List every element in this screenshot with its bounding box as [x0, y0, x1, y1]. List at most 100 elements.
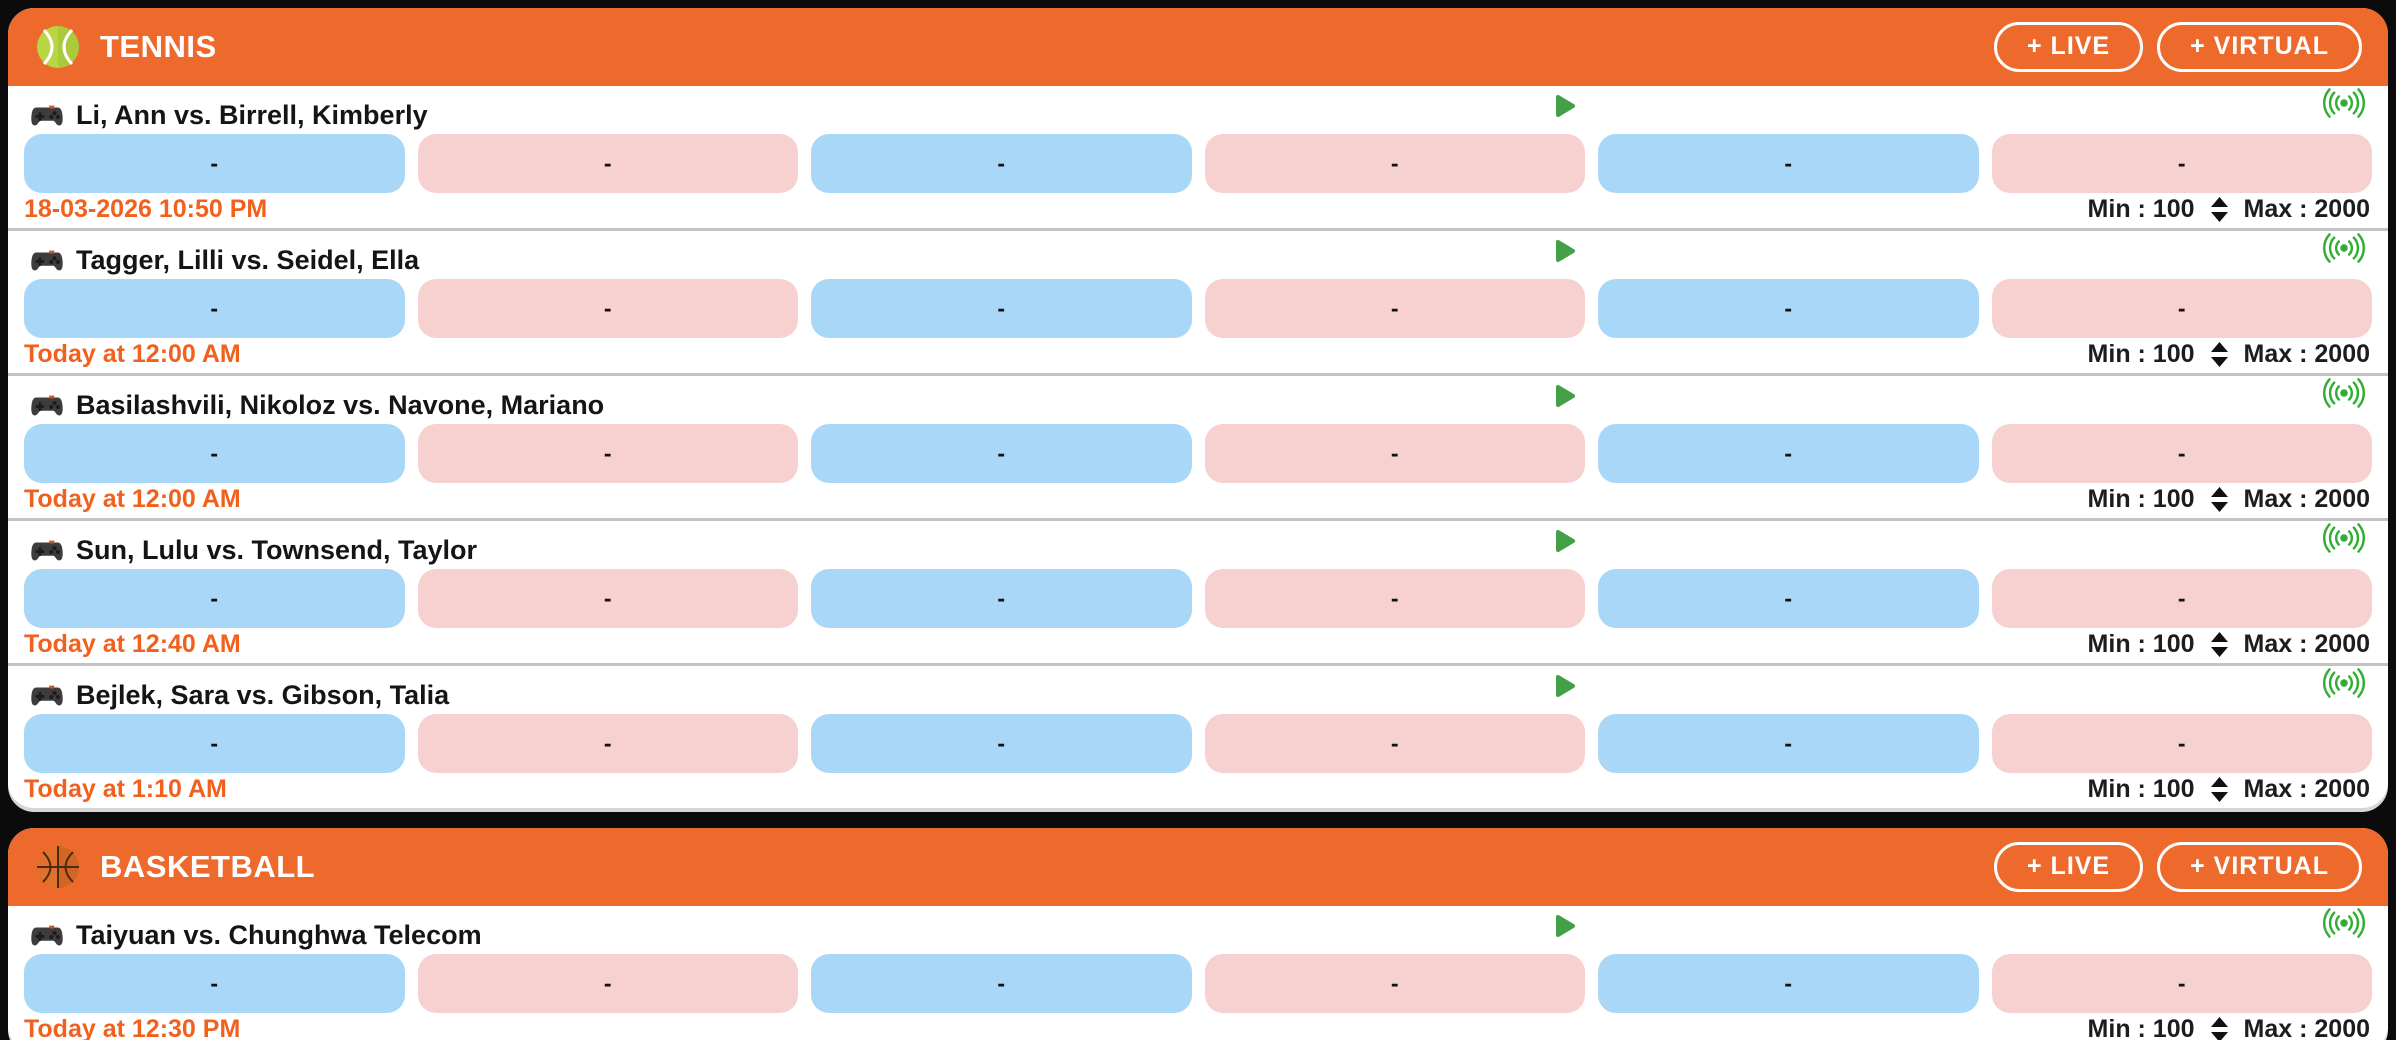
limit-min: Min : 100	[2087, 1015, 2195, 1040]
live-signal-icon	[2322, 668, 2366, 703]
odds-cell[interactable]: -	[417, 714, 798, 773]
match-bottom: Today at 12:00 AM Min : 100 Max : 2000	[8, 483, 2388, 516]
match-bottom: Today at 1:10 AM Min : 100 Max : 2000	[8, 773, 2388, 806]
limit-min: Min : 100	[2087, 630, 2195, 658]
limit-max: Max : 2000	[2243, 775, 2370, 803]
min-max-stepper-icon[interactable]	[2209, 486, 2230, 513]
add-live-button[interactable]: + LIVE	[1994, 842, 2144, 892]
match-name[interactable]: Tagger, Lilli vs. Seidel, Ella	[76, 245, 420, 275]
bet-limits: Min : 100 Max : 2000	[2088, 775, 2370, 804]
match-bottom: Today at 12:40 AM Min : 100 Max : 2000	[8, 628, 2388, 661]
odds-cell[interactable]: -	[24, 134, 405, 193]
odds-cell[interactable]: -	[24, 279, 405, 338]
odds-row: ------	[8, 714, 2388, 773]
gamepad-icon	[30, 248, 64, 274]
match-list: Taiyuan vs. Chunghwa Telecom ------ Toda…	[8, 906, 2388, 1040]
odds-cell[interactable]: -	[1991, 569, 2372, 628]
odds-cell[interactable]: -	[1991, 134, 2372, 193]
match-row: Li, Ann vs. Birrell, Kimberly ------ 18-…	[8, 86, 2388, 231]
match-name[interactable]: Basilashvili, Nikoloz vs. Navone, Marian…	[76, 390, 605, 420]
odds-cell[interactable]: -	[1598, 714, 1979, 773]
odds-cell[interactable]: -	[811, 279, 1192, 338]
odds-cell[interactable]: -	[1204, 714, 1585, 773]
min-max-stepper-icon[interactable]	[2209, 776, 2230, 803]
odds-cell[interactable]: -	[417, 954, 798, 1013]
odds-cell[interactable]: -	[24, 954, 405, 1013]
match-name[interactable]: Bejlek, Sara vs. Gibson, Talia	[76, 680, 450, 710]
match-name[interactable]: Sun, Lulu vs. Townsend, Taylor	[76, 535, 478, 565]
odds-cell[interactable]: -	[1204, 954, 1585, 1013]
limit-min: Min : 100	[2087, 340, 2195, 368]
match-time: Today at 12:30 PM	[24, 1015, 241, 1040]
match-row: Tagger, Lilli vs. Seidel, Ella ------ To…	[8, 231, 2388, 376]
limit-max: Max : 2000	[2243, 630, 2370, 658]
play-icon[interactable]	[1550, 237, 1578, 270]
odds-cell[interactable]: -	[1204, 569, 1585, 628]
play-icon[interactable]	[1550, 527, 1578, 560]
odds-cell[interactable]: -	[24, 424, 405, 483]
odds-cell[interactable]: -	[1598, 424, 1979, 483]
play-icon[interactable]	[1550, 672, 1578, 705]
odds-row: ------	[8, 134, 2388, 193]
odds-cell[interactable]: -	[1991, 714, 2372, 773]
gamepad-icon	[30, 103, 64, 129]
match-time: Today at 1:10 AM	[24, 775, 227, 803]
sport-header: BASKETBALL + LIVE + VIRTUAL	[8, 828, 2388, 906]
play-icon[interactable]	[1550, 912, 1578, 945]
bet-limits: Min : 100 Max : 2000	[2088, 340, 2370, 369]
odds-cell[interactable]: -	[1204, 134, 1585, 193]
odds-cell[interactable]: -	[811, 569, 1192, 628]
play-icon[interactable]	[1550, 92, 1578, 125]
odds-cell[interactable]: -	[1991, 954, 2372, 1013]
match-name[interactable]: Li, Ann vs. Birrell, Kimberly	[76, 100, 428, 130]
match-top: Basilashvili, Nikoloz vs. Navone, Marian…	[8, 376, 2388, 419]
odds-cell[interactable]: -	[24, 569, 405, 628]
min-max-stepper-icon[interactable]	[2209, 341, 2230, 368]
live-signal-icon	[2322, 523, 2366, 558]
bet-limits: Min : 100 Max : 2000	[2088, 195, 2370, 224]
play-icon[interactable]	[1550, 382, 1578, 415]
sport-section: BASKETBALL + LIVE + VIRTUAL Taiyuan vs. …	[8, 828, 2388, 1040]
match-bottom: Today at 12:00 AM Min : 100 Max : 2000	[8, 338, 2388, 371]
add-virtual-button[interactable]: + VIRTUAL	[2157, 842, 2362, 892]
add-live-button[interactable]: + LIVE	[1994, 22, 2144, 72]
odds-cell[interactable]: -	[811, 954, 1192, 1013]
odds-cell[interactable]: -	[1598, 954, 1979, 1013]
bet-limits: Min : 100 Max : 2000	[2088, 630, 2370, 659]
odds-cell[interactable]: -	[1991, 279, 2372, 338]
gamepad-icon	[30, 683, 64, 709]
header-actions: + LIVE + VIRTUAL	[1994, 842, 2362, 892]
min-max-stepper-icon[interactable]	[2209, 1016, 2230, 1040]
limit-max: Max : 2000	[2243, 195, 2370, 223]
limit-max: Max : 2000	[2243, 1015, 2370, 1040]
match-list: Li, Ann vs. Birrell, Kimberly ------ 18-…	[8, 86, 2388, 806]
odds-cell[interactable]: -	[1598, 134, 1979, 193]
live-signal-icon	[2322, 908, 2366, 943]
odds-cell[interactable]: -	[417, 424, 798, 483]
limit-min: Min : 100	[2087, 485, 2195, 513]
odds-cell[interactable]: -	[24, 714, 405, 773]
match-top: Taiyuan vs. Chunghwa Telecom	[8, 906, 2388, 949]
odds-cell[interactable]: -	[811, 424, 1192, 483]
min-max-stepper-icon[interactable]	[2209, 196, 2230, 223]
odds-cell[interactable]: -	[1598, 569, 1979, 628]
odds-cell[interactable]: -	[1598, 279, 1979, 338]
odds-row: ------	[8, 954, 2388, 1013]
odds-row: ------	[8, 424, 2388, 483]
match-time: Today at 12:00 AM	[24, 485, 241, 513]
odds-cell[interactable]: -	[811, 134, 1192, 193]
min-max-stepper-icon[interactable]	[2209, 631, 2230, 658]
add-virtual-button[interactable]: + VIRTUAL	[2157, 22, 2362, 72]
match-name[interactable]: Taiyuan vs. Chunghwa Telecom	[76, 920, 482, 950]
odds-cell[interactable]: -	[417, 279, 798, 338]
match-time: Today at 12:00 AM	[24, 340, 241, 368]
basketball-icon	[34, 843, 82, 891]
bet-limits: Min : 100 Max : 2000	[2088, 485, 2370, 514]
odds-cell[interactable]: -	[1204, 424, 1585, 483]
odds-cell[interactable]: -	[417, 134, 798, 193]
odds-cell[interactable]: -	[1991, 424, 2372, 483]
odds-cell[interactable]: -	[811, 714, 1192, 773]
odds-cell[interactable]: -	[417, 569, 798, 628]
odds-cell[interactable]: -	[1204, 279, 1585, 338]
